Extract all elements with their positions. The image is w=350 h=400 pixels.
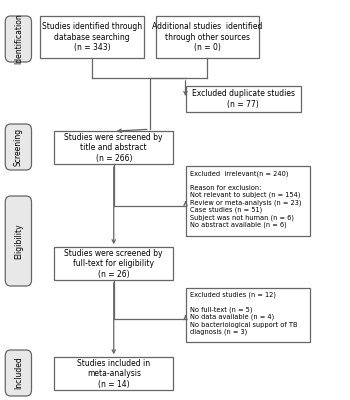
Text: Excluded studies (n = 12)

No full-text (n = 5)
No data available (n = 4)
No bac: Excluded studies (n = 12) No full-text (… (190, 292, 297, 335)
Text: Excluded duplicate studies
(n = 77): Excluded duplicate studies (n = 77) (192, 89, 295, 109)
Text: Screening: Screening (14, 128, 23, 166)
Text: Included: Included (14, 357, 23, 389)
FancyBboxPatch shape (5, 350, 32, 396)
Text: Additional studies  identified
through other sources
(n = 0): Additional studies identified through ot… (152, 22, 262, 52)
Text: Studies were screened by
full-text for eligibility
(n = 26): Studies were screened by full-text for e… (64, 249, 163, 278)
Text: Studies included in
meta-analysis
(n = 14): Studies included in meta-analysis (n = 1… (77, 359, 150, 388)
FancyBboxPatch shape (186, 288, 310, 342)
Text: Studies were screened by
title and abstract
(n = 266): Studies were screened by title and abstr… (64, 133, 163, 162)
FancyBboxPatch shape (54, 357, 173, 390)
FancyBboxPatch shape (5, 124, 32, 170)
Text: Excluded  irrelevant(n = 240)

Reason for exclusion:
Not relevant to subject (n : Excluded irrelevant(n = 240) Reason for … (190, 170, 301, 228)
FancyBboxPatch shape (54, 131, 173, 164)
Text: Identification: Identification (14, 14, 23, 64)
Text: Eligibility: Eligibility (14, 223, 23, 259)
FancyBboxPatch shape (54, 247, 173, 280)
FancyBboxPatch shape (5, 16, 32, 62)
FancyBboxPatch shape (186, 86, 301, 112)
FancyBboxPatch shape (40, 16, 144, 58)
FancyBboxPatch shape (156, 16, 259, 58)
Text: Studies identified through
database searching
(n = 343): Studies identified through database sear… (42, 22, 142, 52)
FancyBboxPatch shape (186, 166, 310, 236)
FancyBboxPatch shape (5, 196, 32, 286)
